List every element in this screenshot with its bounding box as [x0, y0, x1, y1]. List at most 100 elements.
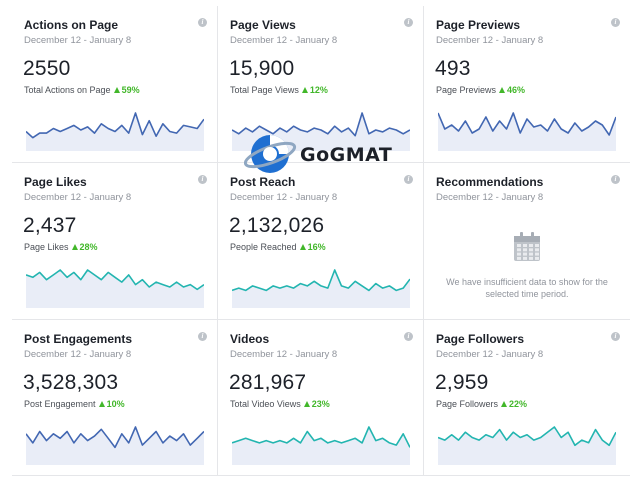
metric-label-row: Post Engagement 10% — [24, 399, 125, 409]
metric-label-row: Page Followers 22% — [436, 399, 527, 409]
up-arrow-icon — [71, 244, 78, 250]
logo-text: GoGMAT — [300, 144, 393, 166]
card-recommendations[interactable]: Recommendations i December 12 - January 8 … — [424, 163, 630, 320]
gogmat-watermark-logo: GoGMAT — [243, 128, 406, 180]
info-icon[interactable]: i — [404, 18, 413, 27]
info-icon[interactable]: i — [198, 175, 207, 184]
sparkline-area — [26, 427, 204, 465]
sparkline-line — [232, 426, 410, 448]
percent-change: 22% — [501, 399, 527, 409]
metric-label: Page Likes — [24, 242, 69, 252]
card-videos[interactable]: Videos i December 12 - January 8 281,967 Tot… — [218, 320, 424, 476]
card-actions-on-page[interactable]: Actions on Page i December 12 - January 8 2… — [12, 6, 218, 163]
card-title[interactable]: Post Reach — [230, 175, 296, 189]
metric-label: Page Previews — [436, 85, 497, 95]
up-arrow-icon — [303, 401, 310, 407]
up-arrow-icon — [113, 87, 120, 93]
card-title[interactable]: Page Views — [230, 18, 296, 32]
card-title[interactable]: Post Engagements — [24, 332, 133, 346]
info-icon[interactable]: i — [611, 332, 620, 341]
percent-change: 16% — [299, 242, 326, 252]
metric-value: 493 — [435, 57, 471, 80]
date-range: December 12 - January 8 — [230, 35, 338, 46]
date-range: December 12 - January 8 — [436, 35, 544, 46]
metric-label: Total Page Views — [230, 85, 299, 95]
info-icon[interactable]: i — [198, 332, 207, 341]
metric-value: 3,528,303 — [23, 371, 119, 394]
info-icon[interactable]: i — [198, 18, 207, 27]
metric-label-row: People Reached 16% — [230, 242, 326, 252]
sparkline-line — [438, 426, 616, 447]
no-data-message: We have insufficient data to show for th… — [446, 277, 608, 299]
percent-change: 23% — [303, 399, 330, 409]
card-title[interactable]: Actions on Page — [24, 18, 119, 32]
card-post-reach[interactable]: Post Reach i December 12 - January 8 2,132,… — [218, 163, 424, 320]
insights-grid: Actions on Page i December 12 - January 8 2… — [12, 6, 630, 476]
info-icon[interactable]: i — [404, 175, 413, 184]
sparkline-line — [232, 112, 410, 137]
sparkline-chart[interactable] — [26, 266, 204, 308]
percent-change: 46% — [499, 85, 525, 95]
percent-change: 12% — [301, 85, 328, 95]
card-page-previews[interactable]: Page Previews i December 12 - January 8 493… — [424, 6, 630, 163]
sparkline-area — [232, 427, 410, 465]
date-range: December 12 - January 8 — [24, 349, 132, 360]
card-title[interactable]: Page Followers — [436, 332, 525, 346]
percent-value: 46% — [507, 85, 526, 95]
card-page-followers[interactable]: Page Followers i December 12 - January 8 2,… — [424, 320, 630, 476]
info-icon[interactable]: i — [404, 332, 413, 341]
metric-label-row: Total Actions on Page 59% — [24, 85, 140, 95]
percent-value: 16% — [307, 242, 326, 252]
date-range: December 12 - January 8 — [230, 192, 338, 203]
sparkline-chart[interactable] — [438, 109, 616, 151]
sparkline-chart[interactable] — [232, 423, 410, 465]
up-arrow-icon — [301, 87, 308, 93]
sparkline-area — [438, 427, 616, 465]
info-icon[interactable]: i — [611, 18, 620, 27]
metric-label-row: Total Video Views 23% — [230, 399, 330, 409]
sparkline-line — [438, 112, 616, 136]
sparkline-chart[interactable] — [26, 423, 204, 465]
card-title[interactable]: Page Previews — [436, 18, 521, 32]
metric-label: Total Video Views — [230, 399, 301, 409]
sparkline-line — [26, 269, 204, 291]
sparkline-chart[interactable] — [26, 109, 204, 151]
up-arrow-icon — [98, 401, 105, 407]
metric-label: Page Followers — [436, 399, 499, 409]
metric-value: 15,900 — [229, 57, 295, 80]
up-arrow-icon — [299, 244, 306, 250]
date-range: December 12 - January 8 — [436, 192, 544, 203]
metric-value: 2550 — [23, 57, 71, 80]
percent-value: 23% — [311, 399, 330, 409]
date-range: December 12 - January 8 — [24, 192, 132, 203]
percent-value: 12% — [309, 85, 328, 95]
calendar-icon — [514, 232, 540, 261]
percent-value: 59% — [121, 85, 140, 95]
card-title[interactable]: Recommendations — [436, 175, 544, 189]
metric-value: 2,132,026 — [229, 214, 325, 237]
metric-label-row: Page Previews 46% — [436, 85, 525, 95]
card-title[interactable]: Videos — [230, 332, 270, 346]
sparkline-chart[interactable] — [438, 423, 616, 465]
percent-value: 10% — [106, 399, 125, 409]
card-page-likes[interactable]: Page Likes i December 12 - January 8 2,437 P… — [12, 163, 218, 320]
sparkline-area — [232, 270, 410, 308]
sparkline-line — [26, 112, 204, 139]
date-range: December 12 - January 8 — [24, 35, 132, 46]
up-arrow-icon — [501, 401, 508, 407]
date-range: December 12 - January 8 — [230, 349, 338, 360]
percent-value: 22% — [509, 399, 528, 409]
metric-label-row: Total Page Views 12% — [230, 85, 328, 95]
card-title[interactable]: Page Likes — [24, 175, 87, 189]
percent-change: 59% — [113, 85, 140, 95]
metric-value: 281,967 — [229, 371, 307, 394]
card-post-engagements[interactable]: Post Engagements i December 12 - January 8… — [12, 320, 218, 476]
sparkline-line — [26, 426, 204, 449]
percent-change: 28% — [71, 242, 98, 252]
info-icon[interactable]: i — [611, 175, 620, 184]
percent-value: 28% — [79, 242, 98, 252]
sparkline-chart[interactable] — [232, 266, 410, 308]
metric-label-row: Page Likes 28% — [24, 242, 98, 252]
sparkline-line — [232, 269, 410, 292]
metric-value: 2,437 — [23, 214, 77, 237]
